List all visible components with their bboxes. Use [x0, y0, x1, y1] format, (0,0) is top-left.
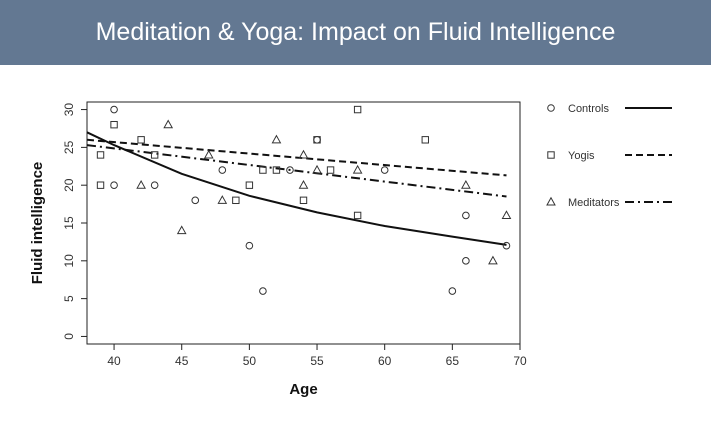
point-yogis: [110, 120, 118, 129]
x-tick-label: 55: [310, 354, 324, 368]
legend-marker-controls: [547, 104, 555, 112]
point-controls: [110, 181, 118, 189]
y-tick-label: 0: [62, 333, 76, 340]
x-tick-label: 60: [378, 354, 392, 368]
legend-label-meditators: Meditators: [568, 197, 620, 209]
point-yogis: [421, 136, 429, 144]
point-yogis: [137, 136, 145, 144]
point-meditators: [298, 149, 309, 159]
y-tick-label: 10: [62, 254, 76, 268]
point-yogis: [272, 166, 281, 174]
legend: Controls Yogis Meditators: [546, 103, 672, 209]
point-controls: [313, 136, 321, 144]
point-controls: [191, 196, 200, 205]
point-meditators: [488, 255, 498, 265]
point-controls: [110, 105, 118, 114]
fit-line-meditators: [86, 144, 507, 198]
legend-label-yogis: Yogis: [568, 150, 595, 162]
point-meditators: [176, 225, 187, 235]
x-tick-label: 45: [175, 354, 189, 368]
y-tick-label: 15: [62, 216, 76, 230]
legend-marker-meditators: [546, 196, 556, 206]
point-meditators: [136, 179, 146, 189]
slide-header: [0, 0, 711, 65]
x-tick-label: 65: [446, 354, 460, 368]
x-axis-title: Age: [289, 381, 317, 398]
legend-label-controls: Controls: [568, 103, 609, 115]
point-controls: [380, 166, 389, 174]
point-meditators: [298, 179, 309, 189]
y-tick-label: 20: [62, 178, 76, 192]
point-meditators: [271, 134, 282, 144]
point-meditators: [461, 179, 471, 189]
y-tick-label: 30: [62, 103, 76, 117]
point-yogis: [313, 136, 321, 144]
point-controls: [259, 287, 267, 295]
point-controls: [462, 257, 470, 265]
point-yogis: [150, 151, 159, 159]
fit-line-yogis: [86, 138, 507, 177]
axes: 40 45 50 55 60 65 70 0 5 10 15 20 25 30: [62, 101, 527, 368]
x-tick-label: 70: [513, 354, 527, 368]
point-yogis: [326, 166, 335, 174]
point-meditators: [352, 164, 363, 174]
point-yogis: [259, 166, 267, 174]
scatter-chart: 40 45 50 55 60 65 70 0 5 10 15 20 25 30 Controls Yogis…: [29, 101, 672, 398]
point-controls: [448, 287, 457, 295]
point-yogis: [245, 181, 254, 189]
point-controls: [502, 241, 511, 250]
point-meditators: [501, 210, 512, 219]
slide-title: Meditation & Yoga: Impact on Fluid Intel…: [95, 18, 616, 46]
point-yogis: [353, 211, 362, 220]
point-controls: [150, 181, 159, 189]
point-yogis: [96, 151, 105, 159]
plot-frame: [86, 101, 521, 345]
data-points: [96, 105, 512, 295]
point-controls: [245, 241, 254, 250]
legend-marker-yogis: [547, 151, 555, 159]
point-meditators: [203, 149, 214, 159]
point-controls: [218, 166, 227, 174]
fit-line-controls: [86, 131, 507, 246]
point-meditators: [312, 164, 322, 174]
point-yogis: [299, 196, 308, 205]
point-meditators: [217, 195, 228, 204]
point-controls: [462, 211, 470, 220]
y-tick-label: 25: [62, 140, 76, 154]
y-tick-label: 5: [62, 295, 76, 302]
y-axis-title: Fluid intelligence: [29, 162, 46, 285]
point-yogis: [96, 181, 105, 189]
fit-lines: [86, 131, 507, 246]
point-yogis: [353, 105, 362, 114]
x-tick-label: 40: [107, 354, 121, 368]
point-controls: [286, 166, 294, 174]
point-meditators: [163, 119, 174, 129]
point-yogis: [232, 196, 240, 205]
x-tick-label: 50: [243, 354, 257, 368]
